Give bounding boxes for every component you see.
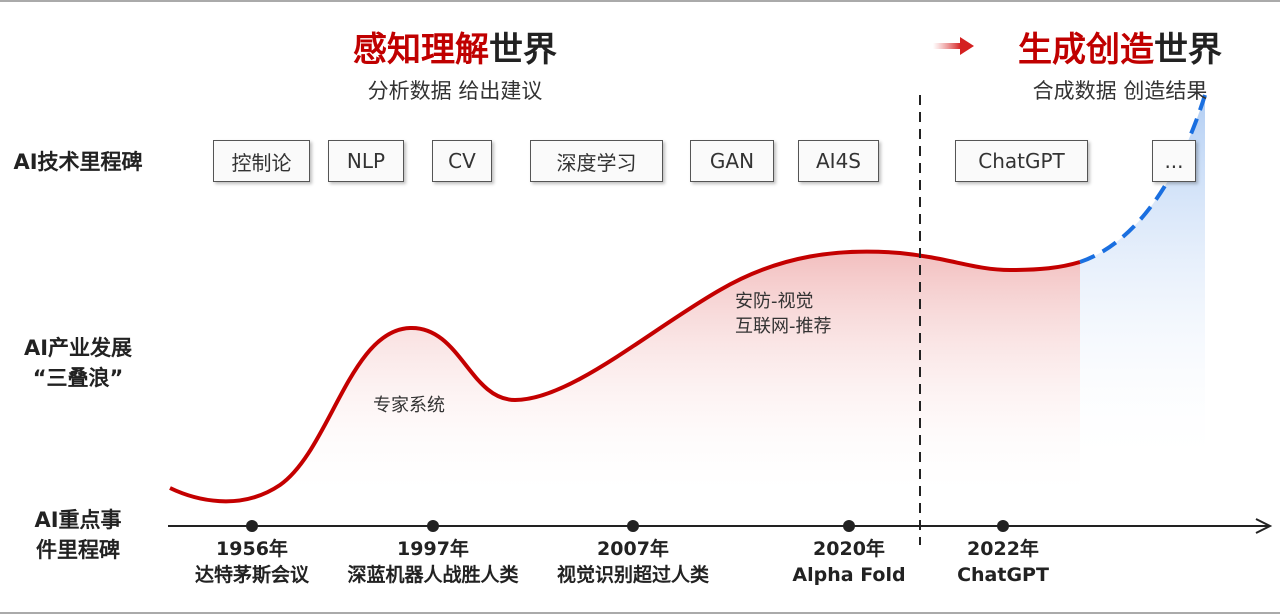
row-label-industry-line1: AI产业发展 xyxy=(23,336,133,360)
row-label-industry-line2: “三叠浪” xyxy=(32,366,124,390)
future-area-fill xyxy=(1080,95,1205,470)
milestone-box: 深度学习 xyxy=(530,140,663,182)
future-dashed-curve xyxy=(1079,94,1207,264)
right-title-black: 世界 xyxy=(1154,30,1222,70)
milestone-box: CV xyxy=(432,140,492,182)
milestone-box: NLP xyxy=(328,140,404,182)
row-label-tech: AI技术里程碑 xyxy=(13,150,143,174)
milestone-box: AI4S xyxy=(798,140,879,182)
event-year: 1956年 xyxy=(216,538,288,560)
event-2022: 2022年 ChatGPT xyxy=(957,536,1049,588)
event-dot-2007 xyxy=(627,520,639,532)
event-dot-1997 xyxy=(427,520,439,532)
milestone-box: ... xyxy=(1152,140,1196,182)
milestone-box: GAN xyxy=(690,140,774,182)
event-desc: Alpha Fold xyxy=(792,564,906,586)
row-label-industry: AI产业发展 “三叠浪” xyxy=(24,333,132,393)
left-era-subtitle: 分析数据 给出建议 xyxy=(367,79,543,103)
event-desc: 达特茅斯会议 xyxy=(194,564,310,586)
milestone-box: 控制论 xyxy=(213,140,310,182)
right-era-subtitle: 合成数据 创造结果 xyxy=(1032,79,1208,103)
row-label-events-line1: AI重点事 xyxy=(34,508,122,532)
event-desc: 视觉识别超过人类 xyxy=(556,564,710,586)
bottom-border xyxy=(0,612,1280,614)
right-era-title: 生成创造世界 xyxy=(1018,22,1222,71)
event-year: 2022年 xyxy=(967,538,1039,560)
wave-note-internet: 互联网-推荐 xyxy=(735,316,832,337)
left-title-black: 世界 xyxy=(489,30,557,70)
left-title-red: 感知理解 xyxy=(353,30,489,70)
row-label-events: AI重点事 件里程碑 xyxy=(34,505,121,565)
right-title-red: 生成创造 xyxy=(1018,30,1154,70)
left-era-title: 感知理解世界 xyxy=(353,22,557,71)
wave-note-security: 安防-视觉 xyxy=(735,291,814,312)
event-year: 1997年 xyxy=(397,538,469,560)
event-1956: 1956年达特茅斯会议 xyxy=(195,536,309,588)
wave-area-fill xyxy=(170,251,1080,502)
top-border xyxy=(0,0,1280,2)
event-dot-2020 xyxy=(843,520,855,532)
event-desc: ChatGPT xyxy=(957,564,1049,586)
event-year: 2007年 xyxy=(597,538,669,560)
transition-arrow-icon xyxy=(933,37,974,55)
event-dot-1956 xyxy=(246,520,258,532)
event-2007: 2007年视觉识别超过人类 xyxy=(557,536,709,588)
event-year: 2020年 xyxy=(813,538,885,560)
ai-wave-curve xyxy=(169,249,1081,504)
row-label-events-line2: 件里程碑 xyxy=(35,538,120,562)
wave-note-expert: 专家系统 xyxy=(373,395,445,416)
event-2020: 2020年 Alpha Fold xyxy=(792,536,905,588)
event-dot-2022 xyxy=(997,520,1009,532)
event-1997: 1997年深蓝机器人战胜人类 xyxy=(347,536,518,588)
milestone-box: ChatGPT xyxy=(955,140,1088,182)
timeline-arrowhead xyxy=(1255,518,1273,534)
event-desc: 深蓝机器人战胜人类 xyxy=(347,564,519,586)
